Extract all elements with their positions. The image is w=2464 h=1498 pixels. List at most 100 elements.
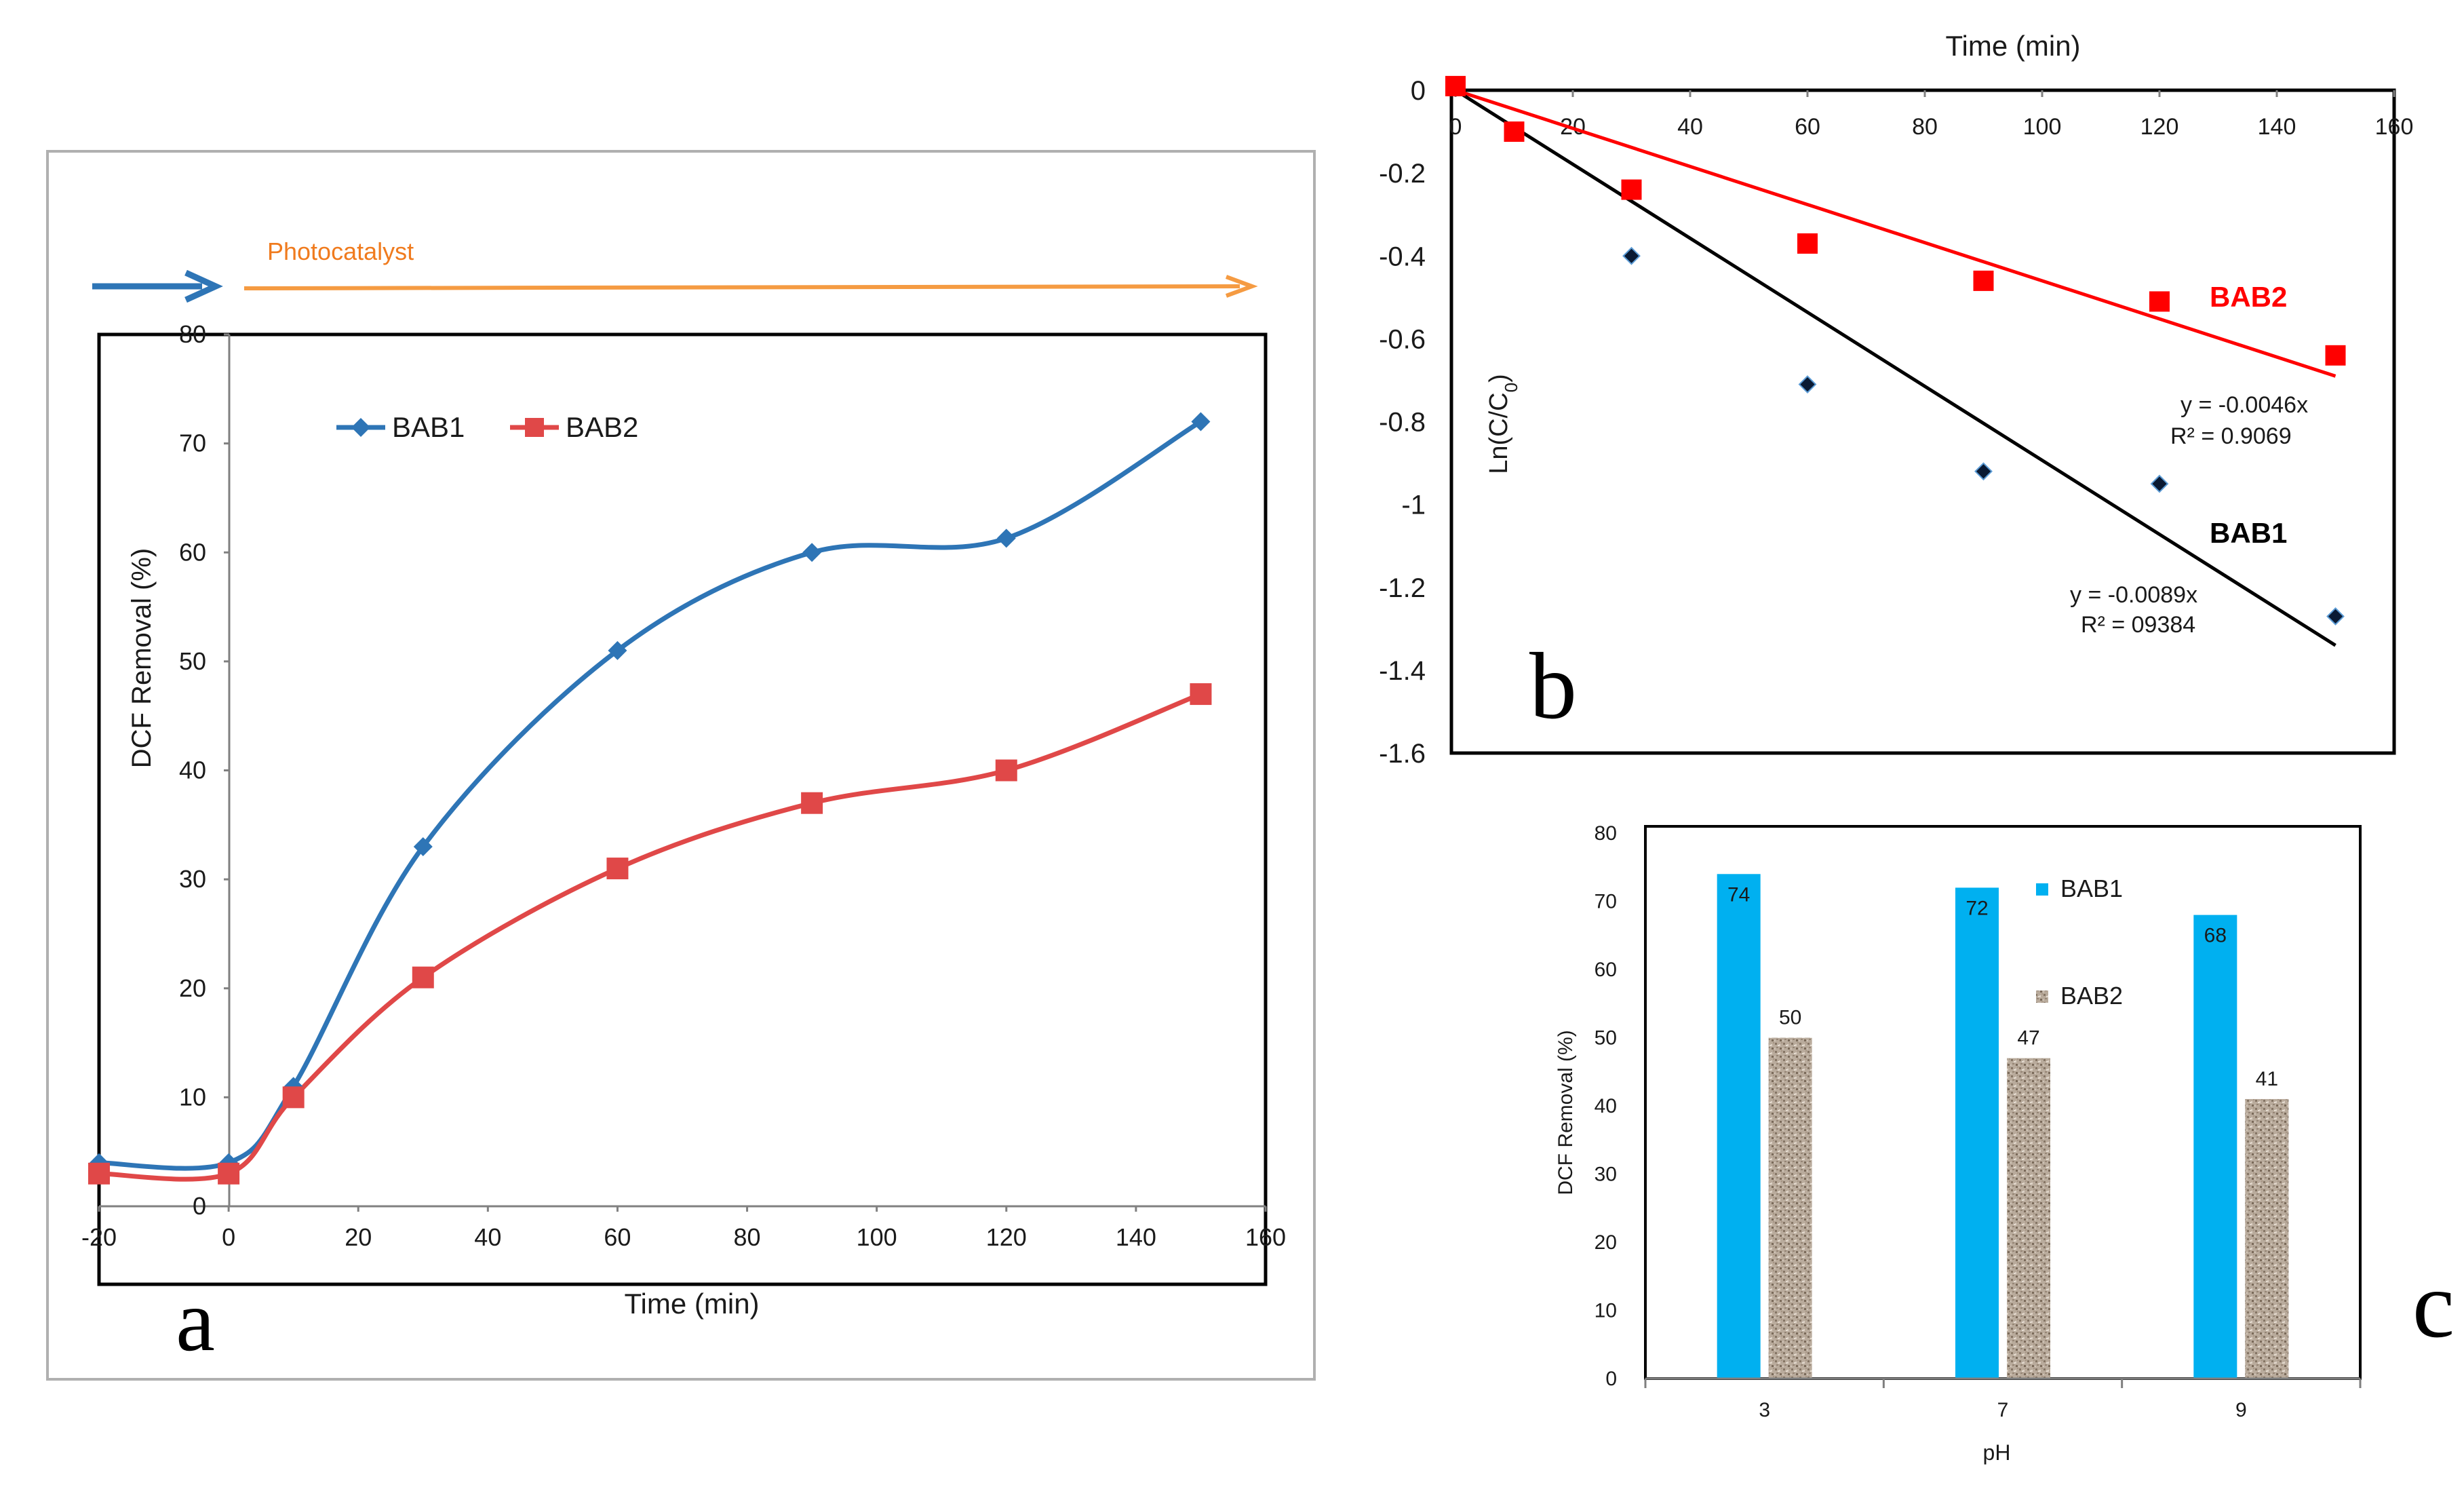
x-tick-label: 40: [1677, 114, 1703, 140]
panel-b-y-axis-label: Ln(C/C0): [1485, 374, 1521, 474]
panel-c-legend: BAB1 BAB2: [2036, 875, 2123, 1010]
legend-bab1-marker: [351, 418, 370, 437]
y-tick-label: 60: [179, 538, 206, 566]
y-tick-label: 50: [1595, 1027, 1617, 1050]
bar-label-bab2: 47: [2017, 1027, 2039, 1050]
panel-b: 0-0.2-0.4-0.6-0.8-1-1.2-1.4-1.6 02040608…: [1379, 30, 2413, 769]
panel-b-y-ticks: 0 -0.2 -0.4 -0.6 -0.8 -1 -1.2 -1.4 -1.6: [1379, 76, 1426, 769]
y-tick-label: 70: [1595, 891, 1617, 913]
legend-bab2-marker: [525, 418, 544, 437]
bar-label-bab2: 41: [2256, 1068, 2278, 1090]
marker-bab2: [1973, 270, 1994, 291]
y-tick-label: -1.4: [1379, 656, 1426, 686]
ylabel-main: Ln(C/C: [1485, 392, 1513, 474]
y-tick-label: -0.4: [1379, 242, 1426, 271]
bab1-series-label: BAB1: [2210, 517, 2287, 549]
trendline-bab1: [1454, 88, 2336, 647]
x-tick-label: -20: [81, 1223, 117, 1251]
x-tick-label: 0: [222, 1223, 235, 1251]
marker-bab1: [2326, 607, 2345, 626]
y-tick-label: -0.8: [1379, 408, 1426, 438]
panel-c-bars: [1717, 874, 2289, 1379]
marker-bab2: [1504, 121, 1525, 142]
x-tick-label: 0: [1449, 114, 1462, 140]
legend-bab2-label: BAB2: [566, 411, 638, 443]
marker-bab2: [606, 858, 629, 880]
y-tick-label: 70: [179, 429, 206, 457]
x-tick-label: 100: [2023, 114, 2062, 140]
marker-bab2: [2325, 345, 2346, 366]
marker-bab1: [996, 529, 1016, 548]
x-tick-label: 3: [1759, 1399, 1770, 1421]
bar-bab2-ph9: [2245, 1098, 2289, 1379]
bar-bab2-ph7: [2007, 1058, 2050, 1379]
legend-bab1-label: BAB1: [392, 411, 465, 443]
panel-c-bar-labels: 74 50 72 47 68 41: [1727, 883, 2278, 1090]
photocatalyst-annotation: Photocatalyst: [92, 237, 1258, 303]
bar-label-bab2: 50: [1779, 1007, 1801, 1029]
bar-bab1-ph3: [1717, 874, 1761, 1379]
legend-c-bab2-swatch: [2036, 991, 2048, 1003]
blue-arrow-head: [184, 269, 223, 303]
panel-c-y-axis-label: DCF Removal (%): [1554, 1030, 1577, 1195]
marker-bab1: [1798, 375, 1817, 393]
x-tick-label: 160: [1245, 1223, 1286, 1251]
panel-a-outer-frame: [46, 150, 1316, 1381]
y-tick-label: 0: [1605, 1368, 1617, 1390]
panel-a-y-axis-label: DCF Removal (%): [127, 548, 157, 768]
panel-c-y-ticks: 0 10 20 30 40 50 60 70 80: [1595, 822, 1617, 1390]
bab2-equation: y = -0.0046x: [2181, 392, 2308, 418]
legend-c-bab1-swatch: [2036, 883, 2048, 896]
marker-bab1: [1622, 246, 1641, 265]
bab2-series-label: BAB2: [2210, 281, 2287, 313]
bar-label-bab1: 72: [1966, 897, 1988, 919]
panel-a-legend: BAB1 BAB2: [336, 411, 638, 443]
marker-bab2: [1190, 683, 1212, 706]
marker-bab1: [608, 640, 627, 660]
x-tick-label: 120: [2140, 114, 2179, 140]
panel-b-series-markers: [1445, 75, 2346, 626]
panel-c-x-ticks: 3 7 9: [1644, 1379, 2362, 1421]
x-tick-label: 120: [986, 1223, 1027, 1251]
marker-bab2: [1445, 75, 1466, 96]
marker-bab2: [88, 1162, 110, 1185]
marker-bab1: [1191, 412, 1211, 431]
ylabel-close: ): [1485, 374, 1513, 383]
x-tick-label: 80: [734, 1223, 761, 1251]
panel-a-y-ticks: 0 10 20 30 40 50 60 70 80: [179, 320, 229, 1220]
x-tick-label: 100: [857, 1223, 897, 1251]
panel-a: 0 10 20 30 40 50 60 70 80 -20 0 20 40 60 80 100 120 140 1…: [46, 150, 1316, 1381]
panel-c-x-axis-label: pH: [1983, 1440, 2011, 1465]
panel-c-plot-frame: [1644, 825, 2362, 1380]
panel-b-letter: b: [1529, 634, 1577, 739]
bab1-equation: y = -0.0089x: [2070, 582, 2197, 608]
x-tick-label: 140: [1116, 1223, 1156, 1251]
marker-bab2: [218, 1162, 240, 1185]
legend-c-bab1-label: BAB1: [2060, 875, 2123, 902]
bar-bab1-ph7: [1955, 887, 1999, 1379]
marker-bab2: [2149, 291, 2170, 312]
x-tick-label: 60: [1795, 114, 1820, 140]
y-tick-label: 40: [179, 756, 206, 784]
y-tick-label: 20: [1595, 1231, 1617, 1254]
panel-c-letter: c: [2412, 1252, 2455, 1358]
trendline-bab2: [1455, 88, 2336, 378]
ylabel-subscript: 0: [1501, 383, 1521, 392]
y-tick-label: 60: [1595, 959, 1617, 981]
bar-label-bab1: 68: [2204, 925, 2227, 947]
y-tick-label: 10: [1595, 1300, 1617, 1322]
orange-arrow-head: [1225, 275, 1258, 298]
y-tick-label: -1.2: [1379, 573, 1426, 603]
marker-bab1: [802, 543, 822, 562]
x-tick-label: 40: [474, 1223, 501, 1251]
marker-bab2: [995, 759, 1017, 782]
marker-bab1: [1974, 462, 1993, 481]
y-tick-label: 80: [1595, 822, 1617, 845]
x-tick-label: 7: [1997, 1399, 2009, 1421]
x-tick-label: 140: [2258, 114, 2296, 140]
y-tick-label: -0.2: [1379, 159, 1426, 189]
panel-a-plot-frame: [97, 332, 1268, 1286]
y-tick-label: 40: [1595, 1095, 1617, 1117]
